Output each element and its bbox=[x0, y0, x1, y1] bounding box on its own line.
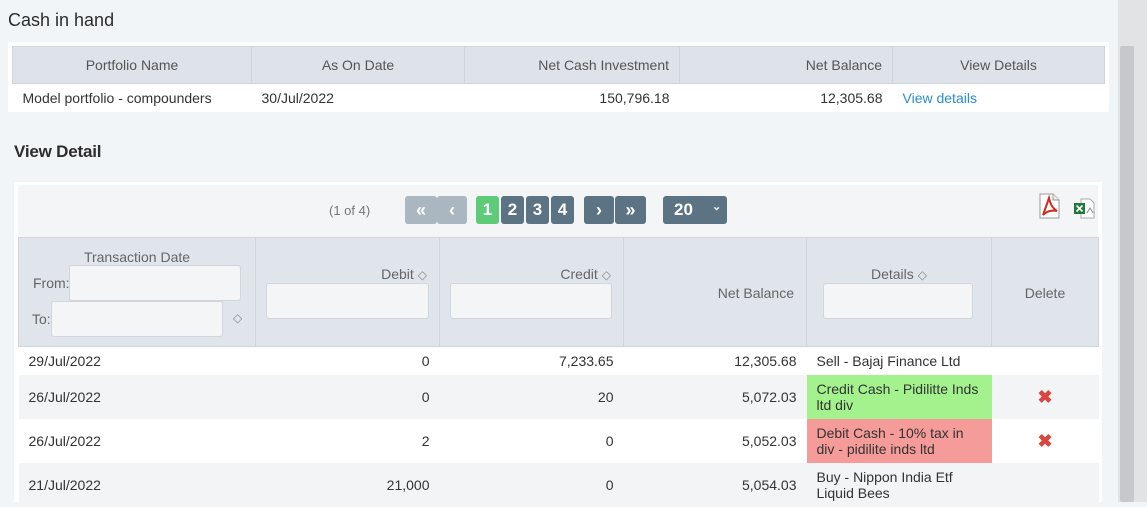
row-credit: 7,233.65 bbox=[439, 346, 624, 375]
row-credit: 0 bbox=[439, 463, 624, 507]
debit-header-label[interactable]: Debit ◇ bbox=[381, 266, 427, 282]
row-details: Debit Cash - 10% tax in div - pidilite i… bbox=[806, 419, 992, 463]
page-button-2[interactable]: 2 bbox=[501, 196, 524, 224]
scrollbar-thumb[interactable] bbox=[1120, 46, 1134, 502]
summary-header-view-details: View Details bbox=[892, 46, 1105, 84]
row-net-balance: 12,305.68 bbox=[623, 346, 807, 375]
sort-icon: ◇ bbox=[601, 268, 611, 282]
credit-filter-input[interactable] bbox=[450, 283, 612, 319]
table-row: 29/Jul/2022 0 7,233.65 12,305.68 Sell - … bbox=[18, 346, 1099, 375]
details-label: Details bbox=[870, 266, 914, 282]
summary-panel: Portfolio Name As On Date Net Cash Inves… bbox=[8, 42, 1109, 112]
next-page-button[interactable]: › bbox=[584, 196, 614, 224]
row-details: Sell - Bajaj Finance Ltd bbox=[806, 346, 992, 375]
summary-header-portfolio-name: Portfolio Name bbox=[12, 46, 252, 84]
rows-per-page-value: 20 bbox=[674, 200, 693, 219]
transactions-table: Transaction Date From: To: ◇ Debit ◇ Cred… bbox=[18, 237, 1099, 507]
header-transaction-date: Transaction Date From: To: ◇ bbox=[18, 237, 256, 347]
summary-header-net-balance: Net Balance bbox=[679, 46, 893, 84]
summary-table: Portfolio Name As On Date Net Cash Inves… bbox=[12, 46, 1105, 112]
row-details: Credit Cash - Pidilitte Inds ltd div bbox=[806, 375, 992, 419]
row-debit: 21,000 bbox=[255, 463, 440, 507]
row-debit: 0 bbox=[255, 346, 440, 375]
to-date-input[interactable] bbox=[51, 301, 223, 337]
summary-row: Model portfolio - compounders 30/Jul/202… bbox=[12, 83, 1105, 112]
credit-header-label[interactable]: Credit ◇ bbox=[560, 266, 611, 282]
last-page-button[interactable]: » bbox=[615, 196, 646, 224]
summary-header-as-on-date: As On Date bbox=[251, 46, 465, 84]
view-details-cell: View details bbox=[892, 83, 1105, 112]
delete-label: Delete bbox=[1024, 285, 1066, 301]
summary-net-balance: 12,305.68 bbox=[679, 83, 893, 112]
row-delete-cell bbox=[991, 346, 1099, 375]
table-row: 21/Jul/2022 21,000 0 5,054.03 Buy - Nipp… bbox=[18, 463, 1099, 507]
row-debit: 2 bbox=[255, 419, 440, 463]
row-credit: 0 bbox=[439, 419, 624, 463]
rows-per-page-select[interactable]: 20 ⌄ bbox=[663, 196, 727, 224]
debit-filter-input[interactable] bbox=[266, 283, 429, 319]
row-net-balance: 5,054.03 bbox=[623, 463, 807, 507]
row-date: 29/Jul/2022 bbox=[18, 346, 256, 375]
sort-icon[interactable]: ◇ bbox=[233, 311, 243, 325]
header-details: Details ◇ bbox=[806, 237, 992, 347]
row-delete-cell bbox=[991, 463, 1099, 507]
page-button-3[interactable]: 3 bbox=[526, 196, 549, 224]
row-details: Buy - Nippon India Etf Liquid Bees bbox=[806, 463, 992, 507]
first-page-button[interactable]: « bbox=[405, 196, 437, 224]
row-net-balance: 5,052.03 bbox=[623, 419, 807, 463]
grid-header-row: Transaction Date From: To: ◇ Debit ◇ Cred… bbox=[18, 237, 1099, 347]
delete-icon[interactable]: ✖ bbox=[1037, 430, 1053, 451]
from-date-input[interactable] bbox=[69, 265, 241, 301]
to-label: To: bbox=[32, 311, 51, 327]
pdf-icon[interactable] bbox=[1037, 193, 1061, 219]
header-delete: Delete bbox=[991, 237, 1099, 347]
credit-label: Credit bbox=[560, 266, 598, 282]
row-debit: 0 bbox=[255, 375, 440, 419]
details-header-label[interactable]: Details ◇ bbox=[807, 266, 991, 282]
row-delete-cell: ✖ bbox=[991, 375, 1099, 419]
net-balance-label: Net Balance bbox=[717, 285, 794, 301]
view-details-link[interactable]: View details bbox=[902, 90, 977, 106]
view-detail-title: View Detail bbox=[14, 142, 102, 161]
page-count: (1 of 4) bbox=[329, 203, 371, 218]
table-row: 26/Jul/2022 0 20 5,072.03 Credit Cash - … bbox=[18, 375, 1099, 419]
header-credit: Credit ◇ bbox=[439, 237, 624, 347]
row-date: 21/Jul/2022 bbox=[18, 463, 256, 507]
page-title: Cash in hand bbox=[8, 10, 115, 30]
row-date: 26/Jul/2022 bbox=[18, 375, 256, 419]
row-credit: 20 bbox=[439, 375, 624, 419]
from-label: From: bbox=[33, 275, 70, 291]
row-delete-cell: ✖ bbox=[991, 419, 1099, 463]
prev-page-button[interactable]: ‹ bbox=[437, 196, 467, 224]
sort-icon: ◇ bbox=[417, 268, 427, 282]
debit-label: Debit bbox=[381, 266, 414, 282]
row-net-balance: 5,072.03 bbox=[623, 375, 807, 419]
details-filter-input[interactable] bbox=[823, 283, 973, 319]
page-button-4[interactable]: 4 bbox=[551, 196, 574, 224]
header-debit: Debit ◇ bbox=[255, 237, 440, 347]
excel-icon[interactable] bbox=[1073, 197, 1095, 219]
summary-net-cash-investment: 150,796.18 bbox=[464, 83, 680, 112]
sort-icon: ◇ bbox=[917, 268, 928, 282]
chevron-down-icon: ⌄ bbox=[712, 201, 722, 213]
delete-icon[interactable]: ✖ bbox=[1037, 386, 1053, 407]
summary-header-net-cash-investment: Net Cash Investment bbox=[464, 46, 680, 84]
table-row: 26/Jul/2022 2 0 5,052.03 Debit Cash - 10… bbox=[18, 419, 1099, 463]
summary-as-on-date: 30/Jul/2022 bbox=[251, 83, 465, 112]
summary-portfolio-name: Model portfolio - compounders bbox=[12, 83, 252, 112]
header-net-balance: Net Balance bbox=[623, 237, 807, 347]
transaction-date-label: Transaction Date bbox=[83, 249, 191, 265]
row-date: 26/Jul/2022 bbox=[18, 419, 256, 463]
page-button-1[interactable]: 1 bbox=[476, 196, 499, 224]
summary-header-row: Portfolio Name As On Date Net Cash Inves… bbox=[12, 46, 1105, 84]
